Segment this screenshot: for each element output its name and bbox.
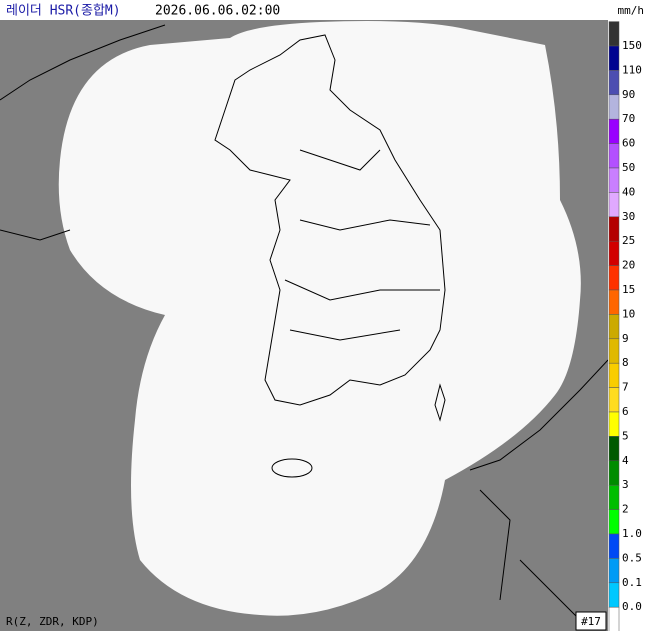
legend-label: 5 [622, 429, 629, 442]
timestamp: 2026.06.06.02:00 [155, 4, 280, 19]
legend-label: 90 [622, 88, 635, 101]
legend-label: 0.5 [622, 551, 642, 564]
legend-swatch [608, 436, 620, 462]
legend-swatch [608, 167, 620, 193]
legend-swatch [608, 265, 620, 291]
legend-label: 25 [622, 234, 635, 247]
count-box [575, 611, 607, 631]
radar-coverage [58, 21, 581, 616]
legend-swatch [608, 21, 620, 47]
legend-label: 1.0 [622, 527, 642, 540]
legend-label: 110 [622, 63, 642, 76]
legend-swatch [608, 314, 620, 340]
legend-label: 0.1 [622, 576, 642, 589]
legend-label: 70 [622, 112, 635, 125]
legend-label: 7 [622, 381, 629, 394]
legend-label: 0.0 [622, 600, 642, 613]
legend-label: 8 [622, 356, 629, 369]
legend-unit: mm/h [618, 4, 645, 17]
legend-label: 4 [622, 454, 629, 467]
legend-swatch [608, 240, 620, 266]
legend-swatch [608, 509, 620, 535]
legend-swatch [608, 533, 620, 559]
legend-swatch [608, 362, 620, 388]
legend-label: 3 [622, 478, 629, 491]
legend-swatch [608, 558, 620, 584]
legend-swatch [608, 192, 620, 218]
legend-swatch [608, 289, 620, 315]
legend-swatch [608, 45, 620, 71]
legend-swatch [608, 606, 620, 631]
coastlines [0, 24, 609, 621]
legend-label: 60 [622, 137, 635, 150]
legend-swatch [608, 582, 620, 608]
title: 레이더 HSR(종합M) [6, 4, 121, 19]
legend-swatch [608, 484, 620, 510]
legend-swatch [608, 94, 620, 120]
legend-label: 2 [622, 503, 629, 516]
legend-label: 20 [622, 259, 635, 272]
method-label: R(Z, ZDR, KDP) [6, 615, 99, 628]
legend-swatch [608, 143, 620, 169]
legend-swatch [608, 70, 620, 96]
legend-label: 40 [622, 185, 635, 198]
legend-swatch [608, 118, 620, 144]
legend-label: 10 [622, 307, 635, 320]
legend-label: 150 [622, 39, 642, 52]
legend-label: 6 [622, 405, 629, 418]
legend-label: 15 [622, 283, 635, 296]
legend-label: 50 [622, 161, 635, 174]
legend-swatch [608, 460, 620, 486]
legend-label: 30 [622, 210, 635, 223]
legend-swatch [608, 338, 620, 364]
count-label: #17 [581, 615, 601, 628]
legend-swatch [608, 387, 620, 413]
legend-label: 9 [622, 332, 629, 345]
legend-swatch [608, 216, 620, 242]
legend-swatch [608, 411, 620, 437]
